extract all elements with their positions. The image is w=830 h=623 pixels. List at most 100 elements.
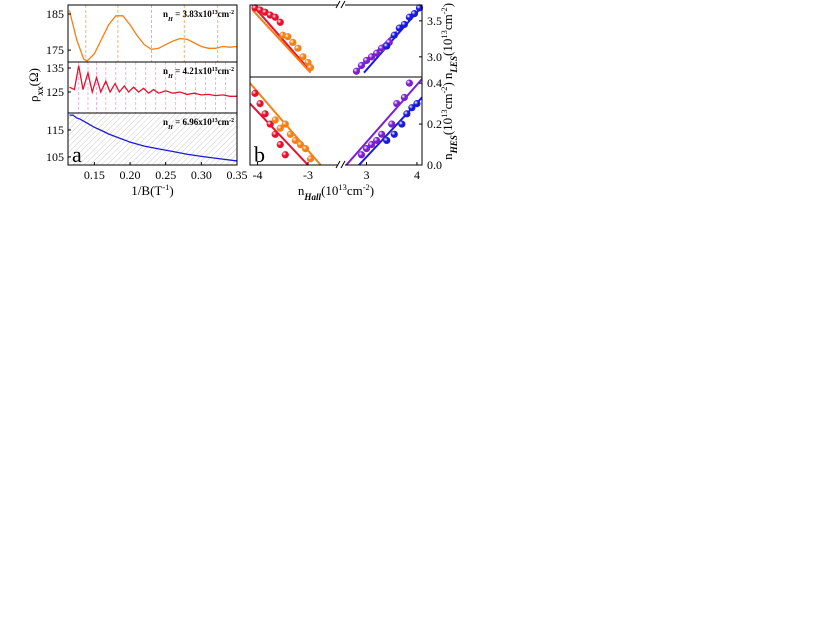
point: [352, 67, 361, 75]
label-part: (10: [321, 183, 338, 198]
point: [261, 110, 269, 118]
series-group: [69, 114, 237, 162]
line: [251, 9, 312, 74]
y-tick-label: 175: [46, 43, 64, 57]
label-part: = 3.83x10: [173, 9, 212, 19]
label-part: -1: [162, 182, 169, 192]
label-part: H: [167, 16, 174, 23]
label-part: ): [169, 183, 173, 198]
point: [362, 145, 371, 153]
point: [395, 24, 403, 32]
panel-label: a: [72, 142, 82, 167]
label-part: Hall: [303, 192, 321, 202]
label-part: 13: [212, 118, 218, 124]
point: [357, 151, 366, 159]
point: [276, 140, 284, 149]
label-part: 13: [338, 182, 346, 192]
point: [405, 79, 413, 87]
axis-break: [335, 0, 346, 169]
line: [69, 114, 237, 162]
x-tick-label: 0.25: [155, 168, 176, 182]
label-part: cm: [218, 9, 230, 19]
x-tick-label: 0.30: [191, 168, 212, 182]
label-part: cm: [218, 66, 230, 76]
plot: 125 135 nH = 4.21x1013cm-2 ρxx(Ω): [26, 61, 238, 114]
point: [383, 136, 391, 145]
x-tick-label: 0.35: [227, 168, 248, 182]
label-part: cm: [218, 117, 230, 127]
label-part: (10: [440, 39, 455, 56]
point: [413, 100, 421, 108]
point: [405, 13, 413, 21]
point: [400, 20, 408, 29]
point: [291, 136, 299, 145]
label-part: n: [440, 153, 455, 160]
y-tick-label: 105: [46, 150, 64, 164]
point: [276, 124, 284, 132]
point: [281, 120, 289, 128]
label-part: 13: [212, 10, 218, 16]
annotation: nH = 3.83x1013cm-2: [163, 9, 234, 23]
label-part: H: [167, 73, 174, 80]
y-tick-label: 3.0: [427, 50, 442, 64]
point: [266, 120, 274, 128]
point: [306, 64, 315, 72]
point: [271, 130, 279, 138]
label-part: (Ω): [26, 68, 41, 86]
point: [286, 130, 294, 138]
x-tick-label: 4: [414, 168, 420, 182]
point: [383, 42, 391, 50]
point: [367, 53, 376, 61]
label-part: n: [298, 183, 305, 198]
label-part: ): [440, 3, 455, 7]
point: [362, 56, 371, 65]
point: [390, 31, 398, 39]
label-part: 13: [439, 30, 449, 38]
point: [400, 93, 408, 102]
y-tick-label: 185: [46, 7, 64, 21]
label-part: -2: [363, 182, 370, 192]
hatch-background: [68, 113, 237, 165]
x-tick-label: 0.15: [84, 168, 105, 182]
label-part: -2: [229, 67, 234, 73]
line: [345, 78, 422, 165]
label-part: 1/B(T: [131, 183, 162, 198]
plot: 175 185 nH = 3.83x1013cm-2: [46, 4, 238, 63]
label-part: -2: [229, 118, 234, 124]
point: [289, 38, 297, 47]
point: [367, 140, 376, 149]
line: [69, 65, 237, 97]
label-part: n: [163, 117, 168, 127]
annotation: nH = 4.21x1013cm-2: [163, 66, 234, 80]
x-tick-label: -3: [303, 168, 313, 182]
point: [408, 104, 416, 112]
label-part: -2: [439, 86, 449, 93]
label-part: LES: [449, 56, 459, 74]
plot: 105 115 0.15 0.20 0.25 0.30 0.35 nH = 6.96x1013…: [46, 112, 248, 198]
point: [378, 130, 386, 138]
y-label: ρxx(Ω): [26, 68, 45, 102]
y-tick-label: 125: [46, 85, 64, 99]
point: [271, 116, 279, 124]
label-part: H: [167, 124, 174, 131]
label-part: n: [163, 9, 168, 19]
point: [373, 49, 381, 57]
point: [410, 10, 419, 18]
plot: 0.00.20.4-4 -3 3 4bnHall(1013cm-2)nHES(1013…: [249, 76, 459, 202]
label-part: -2: [439, 7, 449, 14]
y-tick-label: 0.2: [427, 117, 442, 131]
point: [271, 13, 279, 21]
x-label: nHall(1013cm-2): [298, 182, 374, 202]
y-label: nHES(1013cm-2): [439, 82, 459, 160]
point: [251, 89, 259, 97]
point: [294, 44, 302, 52]
y-tick-label: 0.4: [427, 76, 442, 90]
point: [306, 155, 315, 163]
label-part: cm: [440, 94, 455, 110]
point: [393, 100, 401, 108]
x-tick-label: 3: [364, 168, 370, 182]
point: [256, 100, 264, 108]
label-part: ρ: [26, 95, 41, 102]
label-part: (10: [440, 118, 455, 135]
